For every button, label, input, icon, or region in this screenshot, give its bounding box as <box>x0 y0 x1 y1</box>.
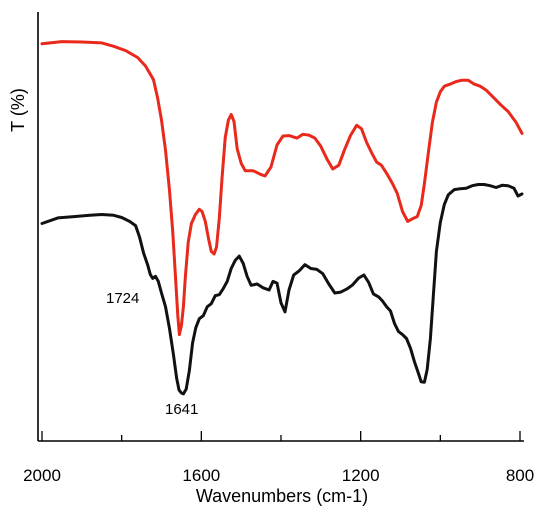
series-line-1 <box>40 40 524 337</box>
x-tick-label: 2000 <box>23 466 61 485</box>
series-line-2 <box>40 183 524 396</box>
x-ticks: 2000 1600 1200 800 <box>23 431 534 485</box>
x-tick-label: 1200 <box>342 466 380 485</box>
plot-series <box>40 40 524 396</box>
annotation-1724: 1724 <box>106 290 139 307</box>
x-axis-label: Wavenumbers (cm-1) <box>196 486 368 506</box>
x-tick-label: 800 <box>506 466 534 485</box>
x-tick-label: 1600 <box>182 466 220 485</box>
annotation-1641: 1641 <box>165 401 198 418</box>
y-axis-label: T (%) <box>8 88 28 132</box>
